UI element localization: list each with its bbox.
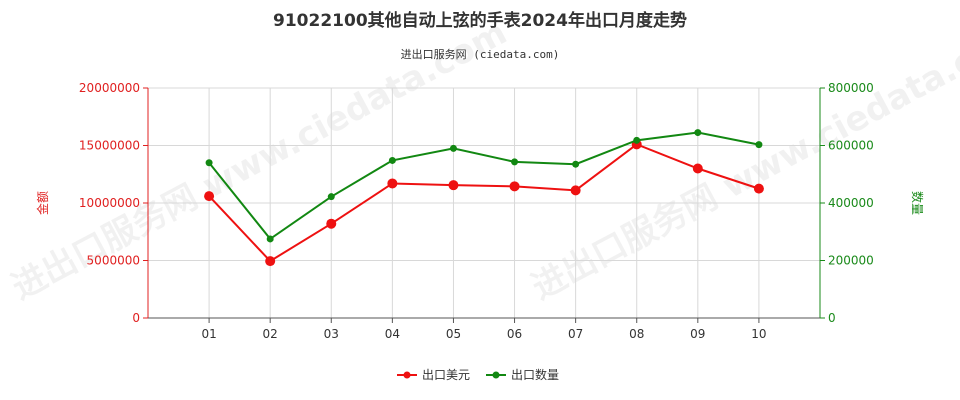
data-point-quantity-01[interactable] — [205, 159, 213, 167]
data-point-value-05[interactable] — [448, 180, 459, 191]
axes-layer: 0 5000000 10000000 15000000 20000000 0 200000 4… — [79, 81, 874, 341]
y-left-tick-label: 10000000 — [79, 196, 140, 210]
data-point-value-01[interactable] — [204, 191, 215, 202]
y-left-tick-label: 0 — [132, 311, 140, 325]
x-tick-label: 06 — [507, 327, 522, 341]
series-line-quantity — [208, 131, 760, 241]
data-point-quantity-04[interactable] — [388, 156, 396, 164]
y-right-axis-title: 数量 — [910, 191, 925, 215]
data-point-value-06[interactable] — [509, 181, 520, 192]
chart-legend: 出口美元 出口数量 — [397, 367, 559, 382]
x-tick-label: 09 — [690, 327, 705, 341]
chart-title: 91022100其他自动上弦的手表2024年出口月度走势 — [273, 10, 687, 31]
y-right-tick-label: 200000 — [828, 254, 874, 268]
y-right-tick-label: 800000 — [828, 81, 874, 95]
series-value — [204, 139, 764, 267]
x-tick-label: 10 — [751, 327, 766, 341]
grid-layer — [148, 87, 821, 319]
legend-swatch-quantity-marker — [492, 371, 500, 379]
legend-item-value[interactable]: 出口美元 — [397, 368, 470, 382]
legend-label-value: 出口美元 — [422, 368, 470, 382]
data-point-quantity-03[interactable] — [327, 193, 335, 201]
series-quantity — [205, 129, 763, 243]
x-tick-label: 05 — [446, 327, 461, 341]
data-point-quantity-05[interactable] — [449, 144, 457, 152]
data-point-value-10[interactable] — [753, 183, 764, 194]
x-tick-label: 07 — [568, 327, 583, 341]
data-point-quantity-08[interactable] — [633, 136, 641, 144]
data-point-value-07[interactable] — [570, 185, 581, 196]
data-point-value-03[interactable] — [326, 218, 337, 229]
chart-subtitle: 进出口服务网 (ciedata.com) — [401, 47, 560, 61]
data-point-quantity-02[interactable] — [266, 235, 274, 243]
legend-label-quantity: 出口数量 — [511, 367, 559, 382]
data-point-value-02[interactable] — [265, 256, 276, 267]
y-left-tick-label: 15000000 — [79, 139, 140, 153]
y-right-tick-label: 0 — [828, 311, 836, 325]
y-left-tick-label: 20000000 — [79, 81, 140, 95]
data-point-quantity-07[interactable] — [572, 160, 580, 168]
x-tick-label: 02 — [263, 327, 278, 341]
series-line-value — [208, 143, 760, 263]
legend-swatch-value-marker — [403, 371, 411, 379]
y-right-tick-label: 400000 — [828, 196, 874, 210]
data-point-quantity-10[interactable] — [755, 141, 763, 149]
data-point-value-04[interactable] — [387, 178, 398, 189]
x-tick-label: 08 — [629, 327, 644, 341]
watermark-text-2: 进出口服务网 www.ciedata.com — [525, 13, 960, 308]
y-right-tick-label: 600000 — [828, 139, 874, 153]
y-left-tick-label: 5000000 — [87, 254, 140, 268]
x-tick-label: 03 — [324, 327, 339, 341]
y-left-axis-title: 金额 — [35, 191, 50, 215]
data-point-quantity-09[interactable] — [694, 129, 702, 137]
data-point-quantity-06[interactable] — [511, 158, 519, 166]
x-tick-label: 01 — [201, 327, 216, 341]
series-layer — [204, 129, 764, 267]
data-point-value-09[interactable] — [692, 163, 703, 174]
legend-item-quantity[interactable]: 出口数量 — [486, 367, 559, 382]
x-tick-label: 04 — [385, 327, 400, 341]
